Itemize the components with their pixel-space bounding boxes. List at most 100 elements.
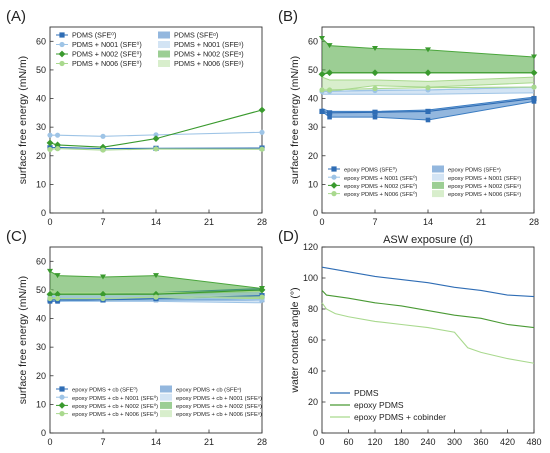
chart-panel-2: (B) 0 7 14 21 28 0 10 20 30 40 50 60 ASW exposure (d)… <box>278 8 539 246</box>
legend-entry: PDMS (SFEᵒ) <box>158 31 218 40</box>
data-point <box>153 132 159 138</box>
legend-swatch-marker <box>58 402 66 409</box>
legend-swatch-band <box>158 50 170 58</box>
legend-entry: epoxy PDMS + cb + N002 (SFE⁰) <box>56 402 158 410</box>
legend-label: epoxy PDMS + cb + N002 (SFEᵒ) <box>176 404 262 410</box>
band-area <box>322 38 534 75</box>
legend-swatch-band <box>160 385 172 393</box>
legend-swatch-marker <box>331 191 337 197</box>
legend-entry: PDMS + N006 (SFEᵒ) <box>158 59 244 68</box>
y-tick-label: 0 <box>41 208 46 218</box>
band-marker <box>425 117 431 123</box>
y-tick-label: 120 <box>303 242 318 252</box>
legend-entry: epoxy PDMS (SFE⁰) <box>328 166 397 174</box>
x-tick-label: 7 <box>100 437 105 447</box>
legend-label: epoxy PDMS + cb + N006 (SFEᵒ) <box>176 412 262 418</box>
data-point <box>54 146 61 152</box>
legend-entry: epoxy PDMS + N001 (SFE⁰) <box>328 174 417 182</box>
legend-swatch-marker <box>331 174 337 180</box>
legend-entry: PDMS + N002 (SFE⁰) <box>56 50 142 59</box>
legend-entry: epoxy PDMS + cb + N001 (SFE⁰) <box>56 394 158 402</box>
legend-swatch-band <box>432 181 444 189</box>
legend-swatch-marker <box>331 166 337 172</box>
y-tick-label: 10 <box>308 179 318 189</box>
legend-swatch-marker <box>58 50 66 58</box>
y-tick-label: 60 <box>308 335 318 345</box>
chart-panel-4: (D) 0 60 120 180 240 300 360 420 480 0 20 40 60 80 100 1… <box>278 228 542 447</box>
x-tick-label: 60 <box>343 437 353 447</box>
band-marker <box>425 47 431 53</box>
band-marker <box>100 274 106 280</box>
y-tick-label: 0 <box>313 428 318 438</box>
band-marker <box>372 45 378 51</box>
legend-swatch-marker <box>59 386 65 392</box>
data-point <box>326 110 333 116</box>
data-point <box>47 146 53 153</box>
y-tick-label: 20 <box>308 151 318 161</box>
x-tick-label: 0 <box>47 437 52 447</box>
legend-swatch-band <box>160 410 172 418</box>
legend-label: epoxy PDMS (SFEᵒ) <box>448 168 501 174</box>
panel-label: (A) <box>6 8 26 25</box>
y-tick-label: 40 <box>36 314 46 324</box>
legend: PDMS epoxy PDMS epoxy PDMS + cobinder <box>330 388 446 422</box>
data-point <box>153 294 159 300</box>
legend-label: PDMS + N002 (SFEᵒ) <box>174 50 244 59</box>
band-marker <box>54 273 61 279</box>
x-tick-label: 7 <box>372 217 377 227</box>
y-tick-label: 20 <box>308 397 318 407</box>
data-point <box>47 295 53 302</box>
legend: PDMS (SFE⁰) PDMS (SFEᵒ) PDMS + N001 (SFE⁰)… <box>56 31 244 68</box>
legend-label: PDMS + N001 (SFE⁰) <box>72 40 142 49</box>
y-axis-label: surface free energy (mN/m) <box>17 56 29 184</box>
legend-entry: PDMS + N001 (SFEᵒ) <box>158 40 244 49</box>
y-tick-label: 60 <box>36 256 46 266</box>
y-tick-label: 30 <box>36 342 46 352</box>
legend-entry: PDMS + N006 (SFE⁰) <box>56 59 142 68</box>
legend-label: epoxy PDMS <box>354 400 404 410</box>
legend-label: epoxy PDMS + cb (SFEᵒ) <box>176 388 242 394</box>
y-tick-label: 20 <box>36 151 46 161</box>
legend-entry: epoxy PDMS + cb (SFEᵒ) <box>160 385 242 394</box>
data-point <box>54 290 61 298</box>
legend-swatch-band <box>158 31 170 39</box>
x-tick-label: 420 <box>500 437 515 447</box>
y-tick-label: 20 <box>36 371 46 381</box>
data-point <box>152 135 160 142</box>
data-point <box>152 290 160 298</box>
y-tick-label: 40 <box>308 366 318 376</box>
legend-label: epoxy PDMS + cb + N002 (SFE⁰) <box>72 403 158 410</box>
legend-label: epoxy PDMS + N002 (SFE⁰) <box>344 183 417 190</box>
y-tick-label: 0 <box>313 208 318 218</box>
y-tick-label: 10 <box>36 399 46 409</box>
y-tick-label: 50 <box>36 65 46 75</box>
data-point <box>326 87 333 93</box>
y-axis-label: surface free energy (mN/m) <box>17 276 29 404</box>
legend-entry: epoxy PDMS + N002 (SFE⁰) <box>328 182 417 190</box>
legend-entry: epoxy PDMS + cb + N002 (SFEᵒ) <box>160 401 262 410</box>
panel-label: (C) <box>6 228 27 245</box>
legend-label: epoxy PDMS + cb + N001 (SFEᵒ) <box>176 396 262 402</box>
y-tick-label: 10 <box>36 179 46 189</box>
legend-swatch-marker <box>59 32 65 38</box>
legend-entry: epoxy PDMS + N002 (SFEᵒ) <box>432 181 521 190</box>
y-tick-label: 50 <box>308 65 318 75</box>
data-point <box>425 85 431 91</box>
data-point <box>259 294 265 300</box>
legend-swatch-band <box>432 165 444 173</box>
legend-swatch-band <box>432 173 444 181</box>
data-point <box>54 132 61 138</box>
x-tick-label: 0 <box>47 217 52 227</box>
x-tick-label: 120 <box>367 437 382 447</box>
legend-entry: epoxy PDMS + cb + N001 (SFEᵒ) <box>160 393 262 402</box>
y-axis-label: surface free energy (mN/m) <box>289 56 301 184</box>
x-tick-label: 21 <box>204 437 214 447</box>
band-marker <box>153 273 159 279</box>
legend-label: epoxy PDMS + cb + N006 (SFE⁰) <box>72 411 158 418</box>
legend-label: PDMS + N002 (SFE⁰) <box>72 50 142 59</box>
panel-label: (B) <box>278 8 298 25</box>
legend-swatch-marker <box>59 60 65 67</box>
legend-entry: epoxy PDMS + N001 (SFEᵒ) <box>432 173 521 182</box>
y-tick-label: 80 <box>308 304 318 314</box>
